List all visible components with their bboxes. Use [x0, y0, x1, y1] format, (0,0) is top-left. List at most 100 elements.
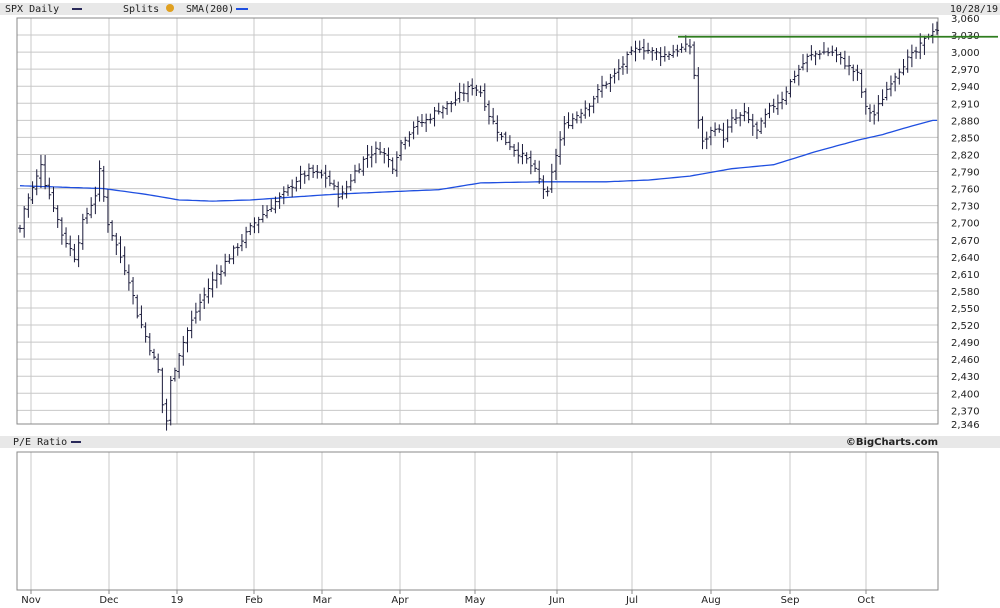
price-bar: [428, 113, 433, 124]
x-tick-label: Sep: [781, 595, 800, 606]
price-bar: [667, 51, 672, 61]
price-bar: [210, 271, 215, 298]
price-bar: [495, 115, 500, 142]
price-bar: [348, 174, 353, 191]
price-bar: [930, 23, 935, 44]
price-bar: [403, 136, 408, 150]
pe-grid: [30, 452, 867, 590]
price-bar: [399, 139, 404, 161]
y-tick-label: 3,000: [951, 48, 980, 59]
price-bar: [830, 45, 835, 57]
y-tick-label: 2,910: [951, 99, 980, 110]
price-bar: [193, 302, 198, 324]
price-bar: [461, 83, 466, 102]
price-bar: [863, 88, 868, 115]
price-bar: [884, 81, 889, 101]
price-bar: [22, 205, 27, 238]
price-bar: [566, 112, 571, 129]
price-bar: [801, 54, 806, 71]
price-bar: [59, 217, 64, 245]
price-bar: [407, 131, 412, 147]
price-bar: [365, 145, 370, 168]
y-tick-label: 2,400: [951, 389, 980, 400]
price-bar: [457, 82, 462, 103]
x-tick-label: May: [465, 595, 486, 606]
price-bar: [290, 179, 295, 198]
price-bar: [503, 131, 508, 146]
price-bar: [763, 108, 768, 128]
price-bar: [415, 116, 420, 135]
splits-label: Splits: [123, 4, 159, 15]
price-bar: [482, 83, 487, 111]
price-bar: [780, 91, 785, 110]
price-bar: [545, 186, 550, 197]
series-label: SPX Daily: [5, 4, 59, 15]
price-bar: [679, 43, 684, 53]
price-bar: [361, 156, 366, 176]
price-bar: [826, 47, 831, 57]
pe-header-bar: [0, 436, 1000, 448]
price-bar: [842, 50, 847, 70]
price-bar: [625, 51, 630, 74]
price-bar: [332, 179, 337, 191]
y-tick-label: 2,760: [951, 185, 980, 196]
y-tick-label: 2,370: [951, 406, 980, 417]
price-bar: [570, 113, 575, 130]
price-bar: [591, 95, 596, 114]
x-axis-labels: Nov Dec 19 Feb Mar Apr May Jun Jul Aug Sep Oct: [21, 590, 875, 606]
price-bar: [143, 322, 148, 343]
price-bar: [386, 147, 391, 168]
price-bar: [181, 335, 186, 366]
pe-header: P/E Ratio ©BigCharts.com: [0, 436, 1000, 448]
price-bar: [746, 107, 751, 124]
price-bar: [533, 159, 538, 173]
sma-layer: [19, 119, 937, 202]
header-bar: [0, 3, 1000, 15]
price-bar: [671, 44, 676, 58]
price-bar: [97, 160, 102, 202]
y-tick-label: 2,850: [951, 133, 980, 144]
price-bar: [156, 353, 161, 373]
sma-swatch-icon: [236, 8, 248, 10]
price-bar: [231, 245, 236, 265]
y-tick-label: 2,700: [951, 219, 980, 230]
price-bar: [771, 98, 776, 113]
price-bar: [227, 254, 232, 264]
price-bar: [859, 69, 864, 98]
price-bar: [486, 100, 491, 125]
price-bar: [855, 64, 860, 81]
price-bar: [516, 142, 521, 164]
price-bar: [26, 193, 31, 218]
price-bar: [168, 376, 173, 426]
price-bar: [658, 47, 663, 67]
price-bar: [792, 70, 797, 84]
price-bar: [189, 310, 194, 339]
price-bar: [84, 207, 89, 224]
price-bar: [637, 40, 642, 53]
price-bar: [729, 109, 734, 133]
price-bar: [122, 246, 127, 276]
price-bar: [218, 265, 223, 285]
price-bar: [260, 205, 265, 223]
price-bar: [725, 119, 730, 143]
price-bar: [834, 47, 839, 63]
price-bar: [650, 47, 655, 61]
y-tick-label: 2,550: [951, 304, 980, 315]
price-bar: [491, 107, 496, 125]
price-bar: [788, 79, 793, 98]
price-bar: [646, 42, 651, 54]
price-bar: [369, 145, 374, 168]
y-tick-label: 2,430: [951, 372, 980, 383]
price-bar: [277, 192, 282, 209]
y-tick-label: 3,060: [951, 14, 980, 25]
price-bar: [135, 294, 140, 319]
y-tick-label: 2,610: [951, 270, 980, 281]
price-bar: [796, 64, 801, 86]
series-swatch-icon: [72, 8, 82, 10]
price-bar: [449, 101, 454, 113]
price-bar: [256, 216, 261, 234]
price-bar: [126, 264, 131, 291]
price-bar: [51, 186, 56, 213]
price-bar: [767, 102, 772, 119]
price-bar: [177, 353, 182, 379]
